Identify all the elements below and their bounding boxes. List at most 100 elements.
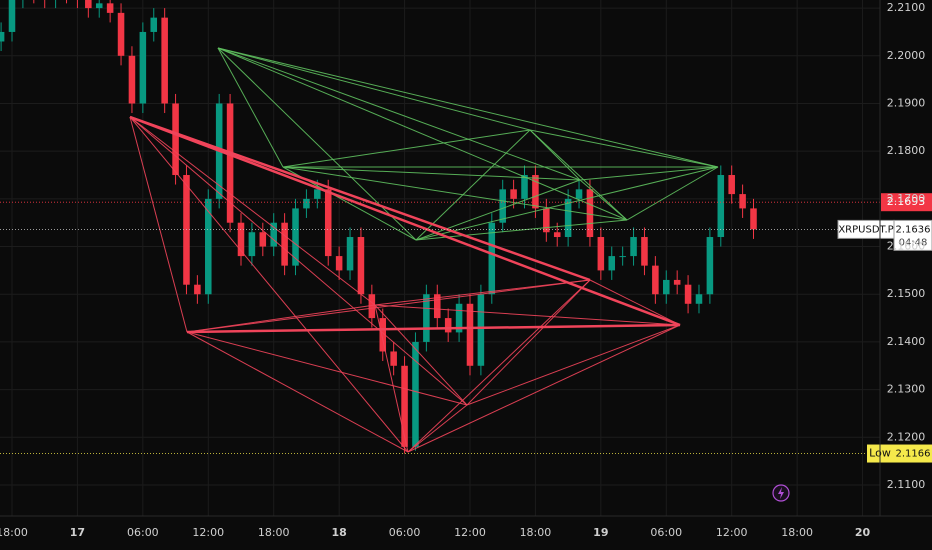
alert-bolt: [778, 487, 784, 499]
candle-body: [281, 222, 288, 266]
candle-body: [346, 237, 354, 271]
candle-body: [379, 318, 387, 352]
price-label: 2.1636: [896, 224, 931, 235]
pattern-line: [466, 279, 591, 406]
x-tick-label: 12:00: [454, 526, 486, 539]
x-tick-label: 12:00: [716, 526, 748, 539]
candle-body: [150, 17, 158, 32]
candle-body: [564, 198, 572, 238]
candle-body: [543, 208, 550, 233]
candle-body: [641, 237, 648, 266]
pattern-line: [407, 404, 468, 453]
candle-body: [423, 294, 430, 342]
pattern-line: [589, 279, 681, 326]
pattern-line: [415, 129, 531, 241]
price-label-box: [881, 193, 932, 212]
candle-body: [706, 237, 714, 295]
candle-body: [575, 189, 583, 199]
pattern-line: [129, 116, 376, 306]
x-tick-label: 19: [593, 526, 608, 539]
candle-body: [510, 189, 517, 199]
y-tick-label: 2.1500: [887, 287, 926, 300]
candle-body: [619, 256, 626, 258]
x-tick-label: 12:00: [192, 526, 224, 539]
pattern-line: [217, 47, 719, 168]
pattern-line: [374, 304, 681, 326]
candle-body: [455, 303, 463, 333]
price-label: 2.1166: [896, 449, 931, 460]
y-tick-label: 2.1600: [887, 240, 926, 253]
candle-body: [117, 12, 125, 56]
pattern-line: [129, 116, 409, 453]
candle-body: [292, 208, 299, 266]
y-tick-label: 2.1300: [887, 383, 926, 396]
x-tick-label: 06:00: [650, 526, 682, 539]
candle-body: [521, 175, 528, 199]
pattern-line: [217, 47, 628, 221]
pattern-line: [579, 166, 719, 181]
pattern-line: [415, 166, 719, 241]
candle-body: [499, 189, 506, 223]
pattern-line: [186, 323, 681, 334]
candle-body: [390, 351, 397, 366]
candle-body: [597, 237, 605, 271]
pattern-line: [529, 129, 581, 181]
x-tick-label: 18:00: [520, 526, 552, 539]
pattern-line: [217, 47, 531, 131]
candle-body: [728, 175, 735, 195]
candle-body: [652, 265, 659, 295]
candle-body: [95, 3, 103, 9]
candle-body: [357, 237, 365, 295]
candle-body: [314, 189, 321, 199]
x-tick-label: 20: [855, 526, 871, 539]
y-tick-label: 2.2100: [887, 1, 926, 14]
pattern-line: [129, 115, 591, 282]
y-tick-label: 2.1100: [887, 478, 926, 491]
candle-body: [226, 103, 234, 223]
candle-body: [205, 198, 212, 295]
candle-body: [401, 365, 408, 447]
x-tick-label: 18:00: [781, 526, 813, 539]
candle-body: [717, 175, 725, 238]
pattern-line: [579, 179, 628, 221]
y-tick-label: 2.2000: [887, 49, 926, 62]
x-tick-label: 18: [331, 526, 346, 539]
y-tick-label: 2.1900: [887, 96, 926, 109]
pattern-line: [217, 47, 417, 241]
candle-body: [684, 284, 692, 304]
pattern-line: [129, 116, 468, 406]
pattern-line: [186, 331, 409, 453]
candle-body: [172, 103, 179, 176]
candle-body: [161, 17, 168, 104]
candle-body: [586, 189, 594, 238]
candle-body: [368, 294, 376, 319]
candle-body: [194, 284, 201, 295]
y-tick-label: 2.1700: [887, 192, 926, 205]
candle-body: [237, 222, 245, 257]
x-tick-label: 18:00: [258, 526, 290, 539]
candle-body: [139, 31, 147, 104]
pattern-line: [626, 166, 719, 221]
candle-body: [0, 31, 5, 42]
pattern-line: [282, 166, 581, 181]
candle-body: [739, 194, 746, 209]
pattern-line: [529, 129, 719, 168]
candle-body: [662, 279, 670, 295]
pattern-line: [407, 279, 591, 453]
pattern-line: [374, 279, 591, 306]
pattern-line: [129, 116, 188, 333]
price-label-box: [894, 444, 932, 463]
candle-body: [477, 294, 485, 366]
pattern-line: [374, 304, 468, 406]
candle-body: [553, 232, 561, 238]
pattern-line: [186, 331, 468, 406]
price-label-box: [893, 219, 932, 251]
pattern-line: [415, 219, 628, 241]
candle-body: [434, 294, 441, 319]
candle-body: [324, 189, 332, 257]
y-tick-label: 2.1800: [887, 144, 926, 157]
pattern-line: [407, 324, 681, 453]
candle-body: [488, 222, 496, 295]
countdown: 04:48: [899, 237, 928, 248]
